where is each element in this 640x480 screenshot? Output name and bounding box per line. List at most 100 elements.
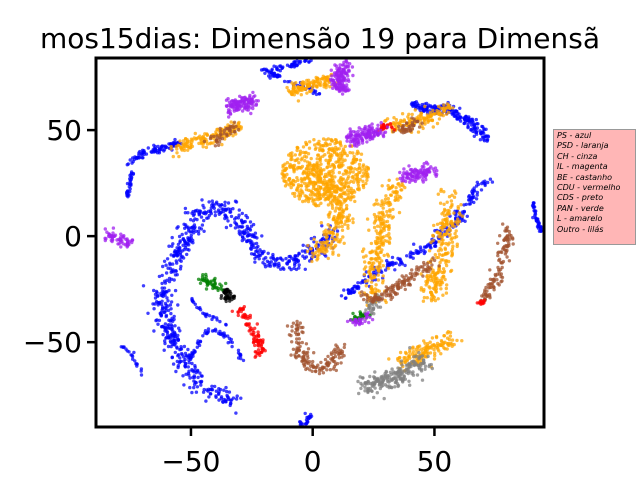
- point-be: [397, 124, 401, 129]
- point-ps: [391, 263, 395, 267]
- point-ps: [293, 61, 297, 65]
- point-ch: [390, 367, 394, 371]
- point-outro: [382, 131, 386, 135]
- point-outro: [240, 109, 245, 113]
- point-be: [217, 140, 222, 144]
- point-outro: [110, 237, 115, 241]
- point-ps: [154, 289, 159, 294]
- point-be: [290, 324, 294, 329]
- point-psd: [387, 357, 391, 361]
- point-psd: [387, 232, 391, 236]
- point-ch: [387, 380, 391, 384]
- point-be: [231, 124, 235, 128]
- point-be: [368, 299, 373, 303]
- point-ps: [187, 243, 191, 247]
- point-outro: [343, 89, 348, 93]
- cluster-outro-34: [344, 121, 390, 148]
- point-psd: [417, 348, 421, 352]
- point-outro: [345, 134, 349, 138]
- point-psd: [334, 148, 338, 152]
- point-outro: [119, 245, 123, 249]
- point-psd: [367, 270, 371, 274]
- point-be: [406, 283, 410, 287]
- point-outro: [365, 140, 369, 144]
- point-be: [334, 368, 338, 373]
- point-psd: [328, 164, 332, 168]
- point-ps: [234, 411, 238, 415]
- point-ps: [182, 239, 187, 243]
- point-outro: [246, 100, 251, 105]
- point-psd: [305, 249, 310, 254]
- point-psd: [435, 271, 440, 275]
- point-outro: [336, 69, 340, 73]
- point-psd: [370, 291, 375, 295]
- point-psd: [379, 203, 383, 208]
- point-outro: [376, 133, 380, 137]
- point-be: [326, 354, 330, 359]
- point-psd: [440, 270, 444, 275]
- point-outro: [363, 126, 367, 130]
- point-psd: [317, 193, 322, 197]
- point-psd: [322, 77, 326, 81]
- point-psd: [398, 350, 403, 355]
- point-ps: [229, 223, 233, 228]
- point-psd: [376, 252, 380, 256]
- point-ch: [414, 354, 418, 358]
- point-psd: [292, 168, 296, 172]
- point-psd: [445, 331, 450, 335]
- point-ps: [171, 319, 175, 323]
- point-outro: [356, 129, 360, 133]
- point-psd: [204, 145, 209, 150]
- point-psd: [288, 162, 292, 167]
- point-ch: [373, 370, 377, 374]
- point-psd: [449, 269, 453, 274]
- point-psd: [342, 186, 346, 190]
- point-cdu: [255, 322, 259, 326]
- point-ch: [361, 376, 365, 380]
- point-ps: [383, 268, 388, 272]
- point-psd: [287, 177, 291, 181]
- point-ps: [177, 234, 182, 239]
- point-ps: [179, 345, 183, 349]
- point-ps: [180, 254, 184, 259]
- point-ch: [371, 308, 375, 312]
- point-psd: [186, 144, 190, 149]
- point-psd: [386, 187, 391, 191]
- point-psd: [289, 181, 293, 186]
- point-ch: [410, 360, 414, 364]
- point-psd: [169, 147, 173, 151]
- point-outro: [103, 227, 108, 231]
- point-ps: [403, 263, 407, 268]
- point-ps: [197, 226, 202, 230]
- point-be: [302, 354, 306, 358]
- point-psd: [346, 175, 351, 179]
- point-ps: [309, 236, 313, 241]
- point-psd: [347, 213, 352, 217]
- point-outro: [333, 63, 337, 67]
- point-ps: [432, 104, 437, 109]
- point-psd: [450, 338, 455, 342]
- point-psd: [337, 157, 341, 161]
- point-psd: [356, 183, 361, 188]
- point-psd: [429, 290, 433, 295]
- point-psd: [442, 109, 446, 113]
- point-psd: [434, 334, 439, 339]
- point-psd: [447, 195, 452, 199]
- point-ps: [128, 178, 133, 183]
- point-psd: [344, 170, 349, 174]
- point-psd: [343, 222, 347, 226]
- point-ps: [192, 385, 196, 390]
- point-psd: [432, 357, 437, 361]
- point-psd: [455, 242, 459, 246]
- point-psd: [372, 221, 377, 225]
- point-psd: [334, 197, 338, 201]
- point-psd: [439, 243, 443, 247]
- point-ps: [217, 387, 221, 391]
- point-ps: [271, 256, 275, 260]
- point-outro: [348, 127, 352, 131]
- legend-entry-il: IL - magenta: [557, 162, 608, 172]
- point-be: [496, 253, 500, 258]
- point-outro: [353, 323, 358, 327]
- point-psd: [318, 148, 322, 152]
- point-psd: [366, 166, 370, 170]
